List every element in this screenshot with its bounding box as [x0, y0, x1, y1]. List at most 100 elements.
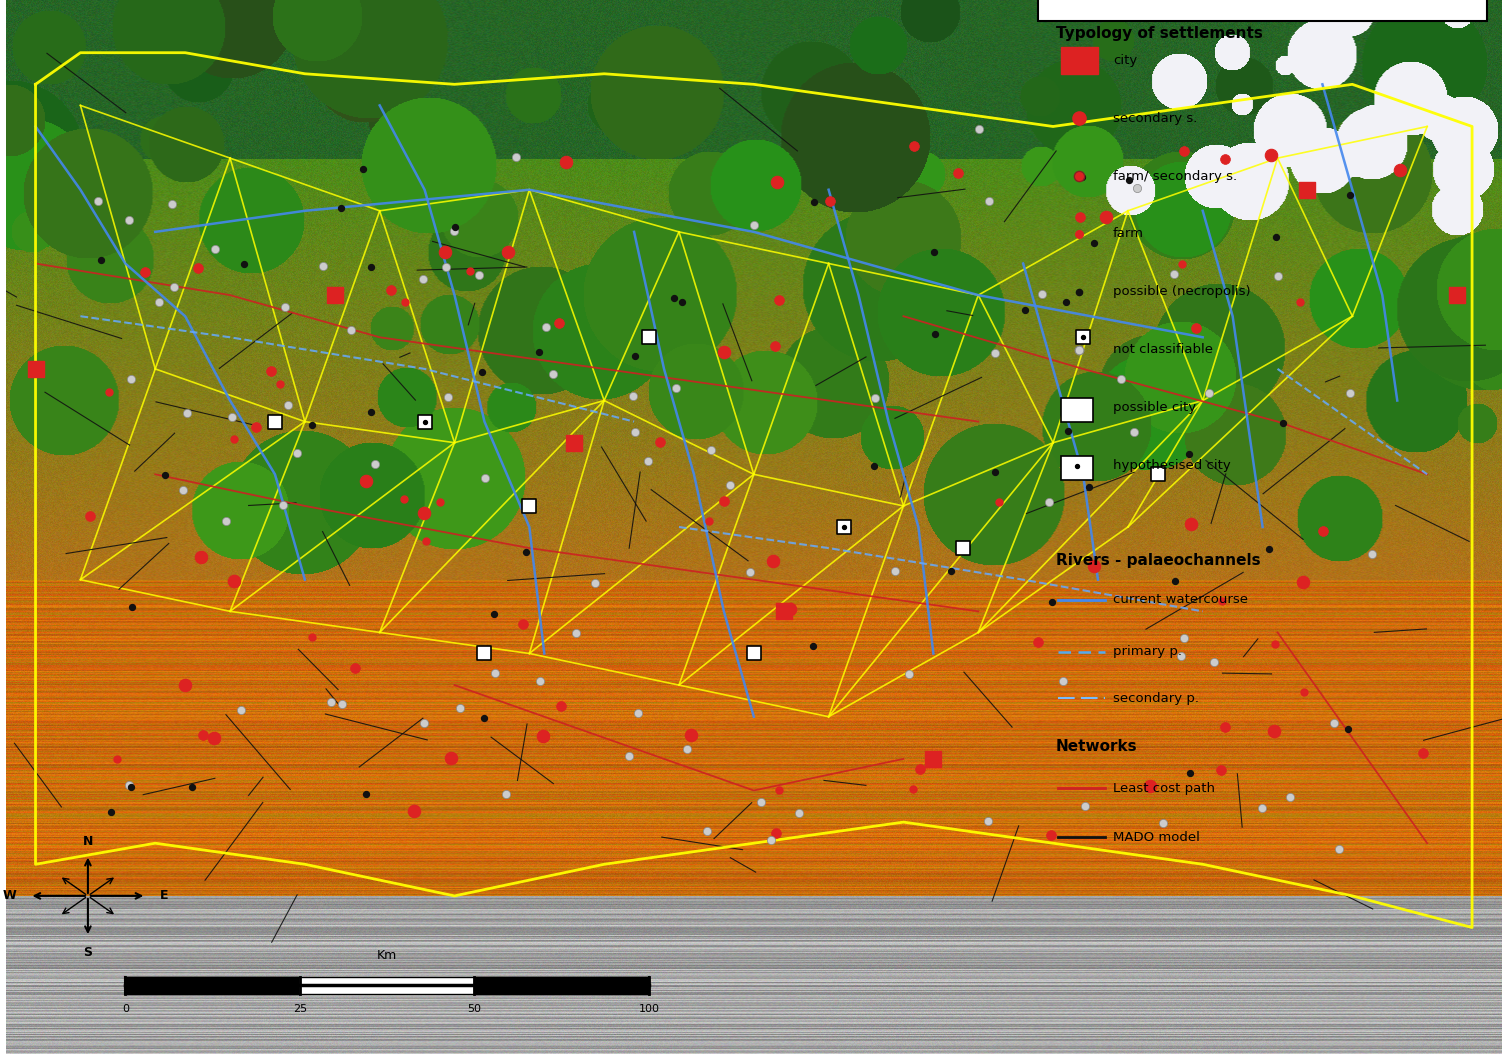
- Point: [351, 160, 376, 177]
- Point: [412, 715, 436, 731]
- Point: [862, 457, 886, 474]
- Point: [832, 519, 856, 535]
- Point: [222, 572, 246, 589]
- FancyBboxPatch shape: [1038, 0, 1487, 21]
- Point: [273, 298, 297, 315]
- Point: [649, 433, 673, 450]
- Point: [976, 813, 1000, 829]
- Point: [285, 445, 309, 462]
- Point: [473, 645, 497, 662]
- Point: [1184, 319, 1208, 336]
- Point: [1117, 172, 1142, 189]
- Point: [1209, 761, 1233, 778]
- Point: [354, 473, 379, 490]
- Point: [329, 199, 353, 216]
- Point: [623, 424, 647, 441]
- Text: Least cost path: Least cost path: [1113, 782, 1215, 795]
- Point: [1338, 187, 1362, 203]
- Point: [1068, 209, 1092, 226]
- Point: [737, 564, 762, 581]
- Point: [765, 174, 789, 191]
- Point: [759, 832, 783, 848]
- Point: [496, 243, 520, 260]
- Point: [436, 388, 460, 405]
- Point: [778, 600, 802, 617]
- Point: [768, 291, 792, 308]
- Text: farm: farm: [1113, 228, 1145, 240]
- Point: [1172, 142, 1196, 159]
- Point: [982, 464, 1006, 481]
- Point: [676, 741, 700, 758]
- Point: [637, 329, 661, 346]
- Text: Networks: Networks: [1056, 739, 1137, 754]
- Point: [563, 624, 587, 641]
- Point: [99, 804, 123, 821]
- Point: [922, 243, 946, 260]
- Bar: [1060, 47, 1098, 74]
- Point: [300, 416, 324, 433]
- Point: [760, 552, 784, 569]
- Point: [765, 824, 789, 841]
- Point: [147, 294, 171, 311]
- Point: [439, 749, 463, 766]
- Point: [832, 519, 856, 535]
- Point: [909, 761, 933, 778]
- Point: [219, 408, 243, 425]
- Point: [117, 777, 141, 794]
- Point: [231, 255, 255, 272]
- Point: [1179, 515, 1203, 532]
- Point: [622, 388, 646, 405]
- Point: [514, 543, 538, 560]
- Point: [428, 493, 452, 510]
- Point: [1287, 293, 1311, 310]
- Point: [484, 664, 508, 681]
- Point: [1170, 256, 1194, 273]
- Point: [772, 603, 796, 620]
- Point: [413, 533, 437, 550]
- Point: [171, 482, 195, 499]
- Point: [635, 453, 659, 470]
- Point: [1202, 653, 1226, 670]
- Point: [413, 413, 437, 430]
- Point: [921, 750, 945, 767]
- Point: [443, 218, 467, 235]
- Point: [1066, 341, 1090, 358]
- Text: Km: Km: [377, 950, 398, 962]
- Point: [120, 599, 144, 616]
- Point: [862, 389, 886, 406]
- Point: [300, 628, 324, 645]
- Point: [1295, 181, 1319, 198]
- Point: [1071, 329, 1095, 346]
- Point: [1066, 284, 1090, 300]
- Point: [517, 497, 541, 514]
- Text: not classifiable: not classifiable: [1113, 344, 1214, 356]
- Point: [698, 442, 722, 458]
- Point: [1030, 286, 1054, 302]
- Point: [897, 666, 921, 683]
- Point: [78, 507, 102, 524]
- Point: [180, 779, 204, 796]
- Point: [1292, 683, 1316, 700]
- Text: possible (necropolis): possible (necropolis): [1113, 286, 1251, 298]
- Point: [541, 365, 565, 382]
- Point: [562, 434, 586, 451]
- Point: [1271, 414, 1295, 431]
- Point: [718, 476, 742, 493]
- Point: [119, 778, 143, 795]
- Point: [768, 781, 792, 798]
- Point: [1211, 592, 1235, 609]
- Point: [623, 347, 647, 364]
- Text: Typology of settlements: Typology of settlements: [1056, 26, 1263, 41]
- Point: [119, 371, 143, 388]
- Point: [467, 267, 491, 284]
- Point: [801, 638, 825, 655]
- Point: [1263, 229, 1287, 246]
- Point: [511, 616, 535, 632]
- Point: [1278, 789, 1302, 806]
- Point: [473, 470, 497, 487]
- Point: [626, 704, 650, 721]
- Point: [763, 338, 787, 355]
- Point: [679, 726, 703, 743]
- Point: [583, 574, 607, 591]
- Point: [228, 702, 252, 719]
